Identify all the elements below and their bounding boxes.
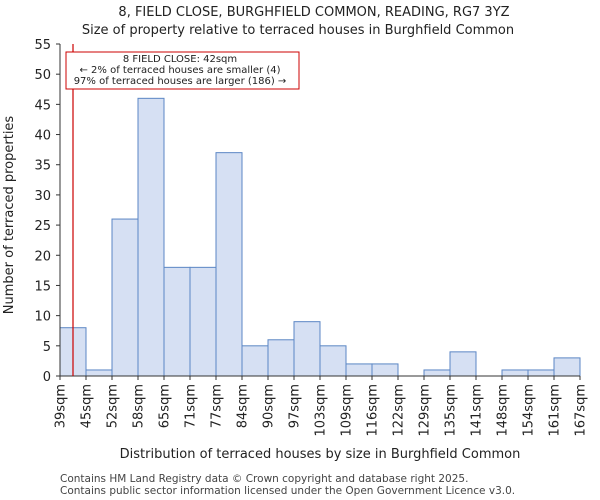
x-tick-label: 77sqm (210, 384, 225, 428)
histogram-bar (319, 345, 347, 377)
x-axis-label: Distribution of terraced houses by size … (120, 447, 521, 462)
x-tick-label: 167sqm (574, 384, 589, 437)
y-tick-label: 50 (34, 68, 51, 83)
x-tick-label: 154sqm (522, 384, 537, 437)
y-tick-label: 0 (43, 370, 51, 385)
x-tick-label: 52sqm (106, 384, 121, 428)
histogram-bar (137, 97, 165, 377)
histogram-bar (345, 363, 373, 377)
y-tick-label: 5 (43, 340, 51, 355)
y-tick-label: 25 (34, 219, 51, 234)
x-tick-label: 39sqm (54, 384, 69, 428)
y-axis-ticks: 0 5 10 15 20 25 30 35 40 45 50 55 (34, 38, 60, 385)
x-tick-label: 141sqm (470, 384, 485, 437)
x-tick-label: 97sqm (288, 384, 303, 428)
histogram-bar (241, 345, 269, 377)
annotation-line1: 8 FIELD CLOSE: 42sqm (123, 54, 237, 65)
annotation-box: 8 FIELD CLOSE: 42sqm ← 2% of terraced ho… (65, 51, 300, 90)
x-tick-label: 116sqm (366, 384, 381, 437)
histogram-bar (527, 369, 555, 377)
footer-line1: Contains HM Land Registry data © Crown c… (60, 473, 468, 485)
bars (59, 97, 581, 377)
y-tick-label: 35 (34, 159, 51, 174)
y-tick-label: 30 (34, 189, 51, 204)
x-axis-ticks: 39sqm 45sqm 52sqm 58sqm 65sqm 71sqm 77sqm 84sqm… (54, 376, 589, 437)
annotation-line3: 97% of terraced houses are larger (186) … (74, 76, 287, 87)
chart-title-line2: Size of property relative to terraced ho… (82, 23, 514, 38)
x-tick-label: 58sqm (132, 384, 147, 428)
y-tick-label: 40 (34, 129, 51, 144)
x-tick-label: 135sqm (444, 384, 459, 437)
x-tick-label: 122sqm (392, 384, 407, 437)
histogram-bar (553, 357, 581, 377)
y-tick-label: 10 (34, 310, 51, 325)
y-axis-label: Number of terraced properties (2, 116, 17, 315)
histogram-bar (111, 218, 139, 377)
y-tick-label: 55 (34, 38, 51, 53)
y-tick-label: 20 (34, 249, 51, 264)
histogram-bar (163, 266, 191, 377)
x-tick-label: 90sqm (262, 384, 277, 428)
x-tick-label: 161sqm (548, 384, 563, 437)
y-tick-label: 15 (34, 279, 51, 294)
x-tick-label: 148sqm (496, 384, 511, 437)
histogram-bar (85, 369, 113, 377)
annotation-line2: ← 2% of terraced houses are smaller (4) (80, 65, 281, 76)
histogram-bar (501, 369, 529, 377)
annotation-frame (65, 51, 300, 90)
histogram-bar (293, 321, 321, 377)
histogram-bar (449, 351, 477, 377)
histogram-bar (189, 266, 217, 377)
x-tick-label: 84sqm (236, 384, 251, 428)
histogram-bar (371, 363, 399, 377)
x-tick-label: 71sqm (184, 384, 199, 428)
chart-title-line1: 8, FIELD CLOSE, BURGHFIELD COMMON, READI… (118, 5, 509, 20)
footer-line2: Contains public sector information licen… (60, 485, 515, 497)
histogram-bar (215, 152, 243, 377)
x-tick-label: 129sqm (418, 384, 433, 437)
x-tick-label: 45sqm (80, 384, 95, 428)
histogram-bar (423, 369, 451, 377)
x-tick-label: 65sqm (158, 384, 173, 428)
x-tick-label: 109sqm (340, 384, 355, 437)
y-tick-label: 45 (34, 98, 51, 113)
histogram-bar (267, 339, 295, 377)
x-tick-label: 103sqm (314, 384, 329, 437)
